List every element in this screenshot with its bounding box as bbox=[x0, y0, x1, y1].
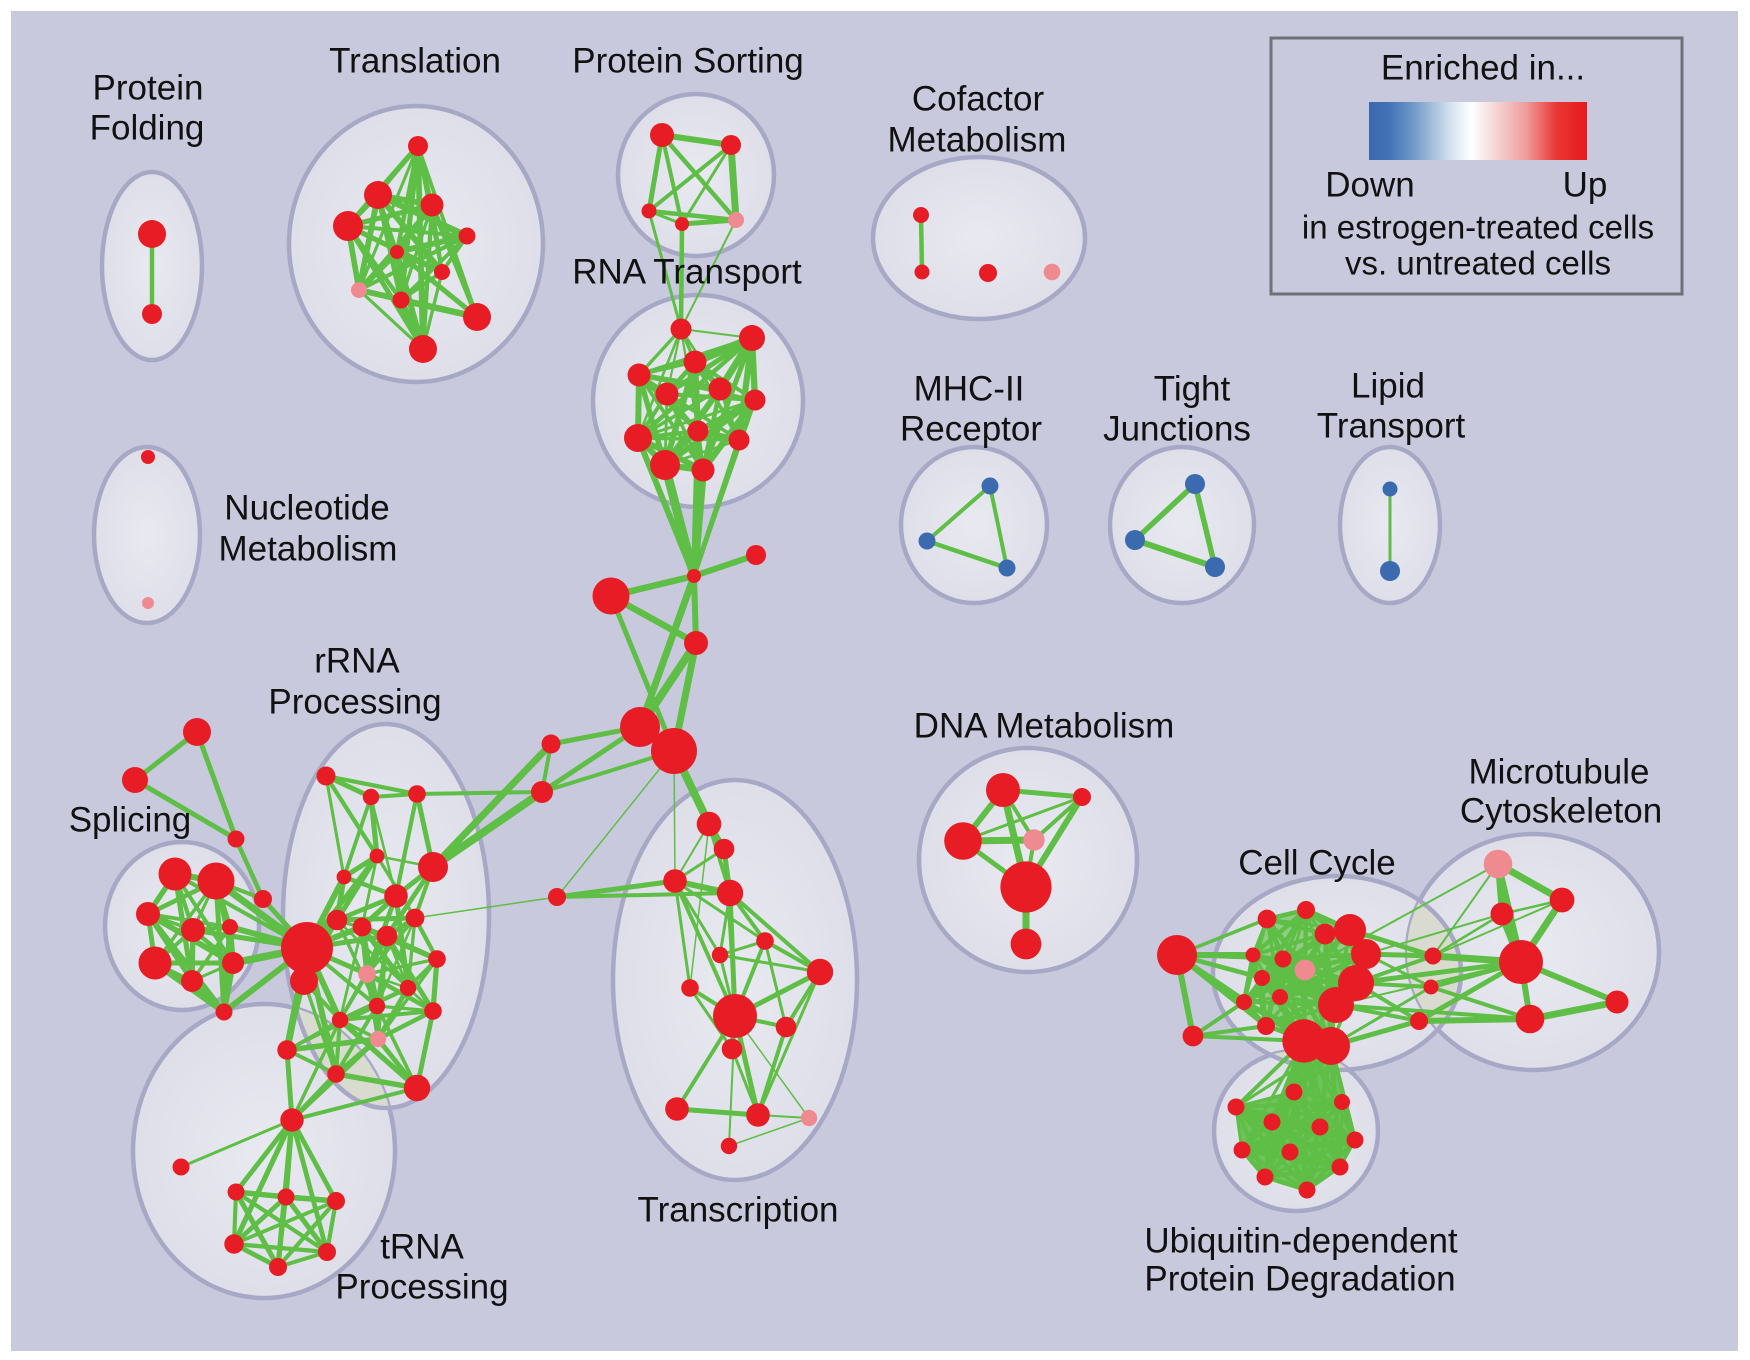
svg-text:Processing: Processing bbox=[335, 1267, 508, 1306]
svg-text:Metabolism: Metabolism bbox=[888, 120, 1067, 159]
svg-text:in estrogen-treated cells: in estrogen-treated cells bbox=[1302, 209, 1654, 246]
svg-text:Nucleotide: Nucleotide bbox=[224, 488, 389, 527]
svg-text:RNA Transport: RNA Transport bbox=[572, 252, 802, 291]
svg-text:Cofactor: Cofactor bbox=[912, 79, 1045, 118]
svg-text:Up: Up bbox=[1563, 165, 1608, 204]
svg-text:Transport: Transport bbox=[1317, 406, 1466, 445]
svg-text:tRNA: tRNA bbox=[380, 1227, 464, 1266]
svg-text:Junctions: Junctions bbox=[1103, 409, 1251, 448]
svg-text:Microtubule: Microtubule bbox=[1469, 752, 1650, 791]
svg-text:Folding: Folding bbox=[90, 108, 205, 147]
svg-text:Ubiquitin-dependent: Ubiquitin-dependent bbox=[1144, 1221, 1458, 1260]
svg-text:Transcription: Transcription bbox=[638, 1190, 839, 1229]
svg-text:Protein Degradation: Protein Degradation bbox=[1144, 1259, 1455, 1298]
svg-text:Cytoskeleton: Cytoskeleton bbox=[1460, 791, 1662, 830]
svg-text:Translation: Translation bbox=[329, 41, 501, 80]
svg-text:Protein: Protein bbox=[93, 68, 204, 107]
svg-text:Metabolism: Metabolism bbox=[219, 529, 398, 568]
svg-text:Cell Cycle: Cell Cycle bbox=[1238, 843, 1396, 882]
svg-text:Enriched in...: Enriched in... bbox=[1381, 48, 1585, 87]
svg-text:DNA Metabolism: DNA Metabolism bbox=[914, 706, 1175, 745]
svg-text:Tight: Tight bbox=[1154, 369, 1231, 408]
svg-text:Protein Sorting: Protein Sorting bbox=[572, 41, 804, 80]
svg-text:MHC-II: MHC-II bbox=[914, 369, 1025, 408]
svg-text:Receptor: Receptor bbox=[900, 409, 1042, 448]
svg-text:vs. untreated cells: vs. untreated cells bbox=[1345, 245, 1611, 282]
svg-text:Lipid: Lipid bbox=[1351, 366, 1425, 405]
svg-text:Down: Down bbox=[1325, 165, 1414, 204]
svg-text:Processing: Processing bbox=[268, 682, 441, 721]
svg-text:rRNA: rRNA bbox=[314, 641, 400, 680]
svg-text:Splicing: Splicing bbox=[69, 800, 192, 839]
